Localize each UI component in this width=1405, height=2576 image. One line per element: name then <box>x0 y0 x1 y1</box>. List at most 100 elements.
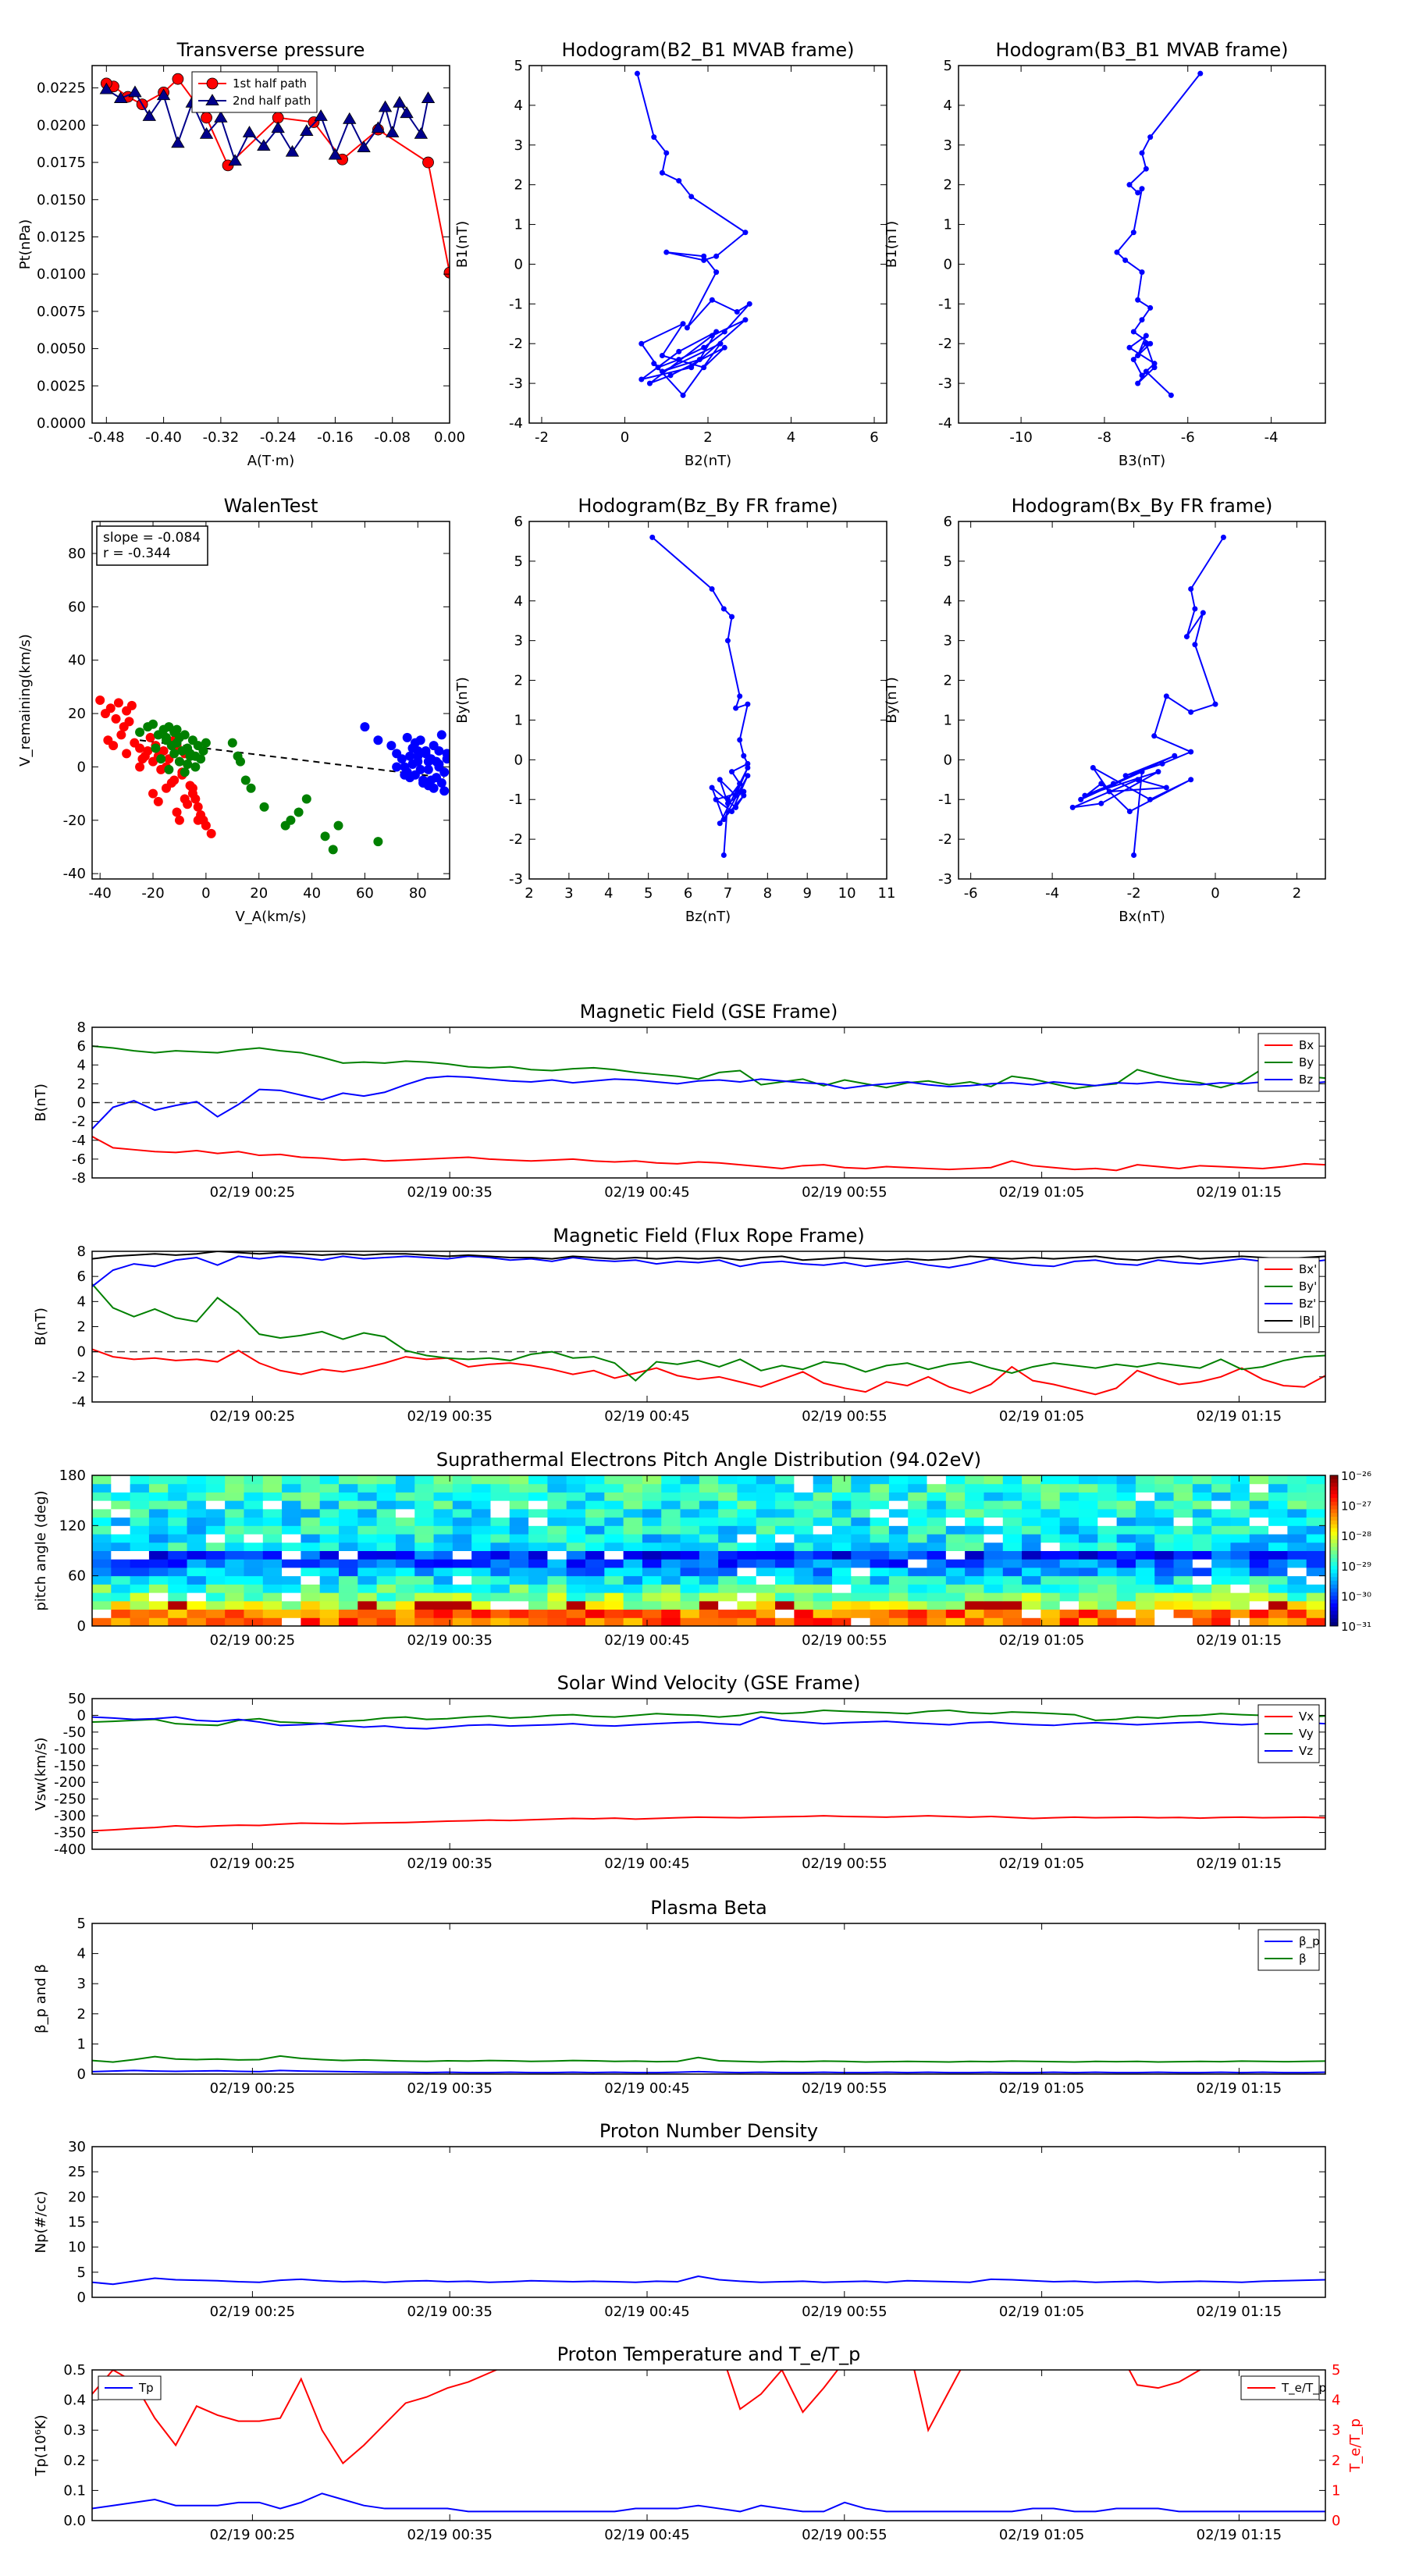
heatmap-cell <box>225 1500 244 1510</box>
heatmap-cell <box>148 1609 169 1618</box>
heatmap-cell <box>130 1600 150 1610</box>
y-tick-label: 0 <box>514 752 523 768</box>
heatmap-cell <box>604 1517 624 1526</box>
data-point <box>1212 701 1218 707</box>
heatmap-cell <box>965 1500 984 1510</box>
heatmap-cell <box>699 1575 719 1585</box>
heatmap-cell <box>775 1609 795 1618</box>
heatmap-cell <box>661 1492 681 1501</box>
colorbar-step <box>1330 1592 1338 1596</box>
heatmap-cell <box>1268 1550 1288 1560</box>
heatmap-cell <box>1306 1500 1326 1510</box>
heatmap-cell <box>1097 1475 1118 1485</box>
heatmap-cell <box>205 1475 226 1485</box>
heatmap-cell <box>870 1475 890 1485</box>
heatmap-cell <box>357 1475 378 1485</box>
heatmap-cell <box>509 1550 529 1560</box>
plot-frame <box>91 1475 1326 1627</box>
heatmap-cell <box>490 1559 510 1568</box>
scatter-point <box>151 743 161 753</box>
y-tick-label: 4 <box>77 1057 86 1073</box>
heatmap-cell <box>566 1600 586 1610</box>
heatmap-cell <box>452 1517 472 1526</box>
chart-panel: WalenTest-40-20020406080V_remaining(km/s… <box>17 495 450 925</box>
heatmap-cell <box>262 1550 283 1560</box>
heatmap-cell <box>1079 1500 1098 1510</box>
heatmap-cell <box>851 1508 871 1518</box>
colorbar-step <box>1330 1501 1338 1507</box>
colorbar-step <box>1330 1546 1338 1551</box>
heatmap-cell <box>642 1550 662 1560</box>
heatmap-cell <box>737 1475 757 1485</box>
data-point <box>1139 769 1145 775</box>
heatmap-cell <box>945 1567 966 1577</box>
heatmap-cell <box>414 1592 435 1602</box>
series-line <box>92 2055 1325 2063</box>
x-tick-label: 6 <box>684 885 692 902</box>
x-tick-label: -0.24 <box>260 429 297 446</box>
heatmap-cell <box>262 1492 283 1501</box>
series-line <box>1072 536 1225 856</box>
heatmap-cell <box>301 1475 321 1485</box>
heatmap-cell <box>984 1559 1004 1568</box>
annotation-text: r = -0.344 <box>103 546 171 561</box>
heatmap-cell <box>414 1508 435 1518</box>
heatmap-cell <box>414 1584 435 1593</box>
y-tick-label: 0.1 <box>63 2482 86 2499</box>
heatmap-cell <box>490 1584 510 1593</box>
scatter-point <box>164 764 174 774</box>
data-point <box>1143 340 1149 347</box>
y-tick-label: -40 <box>63 866 86 882</box>
plot-frame <box>91 2369 1326 2521</box>
heatmap-cell <box>244 1617 264 1627</box>
heatmap-cell <box>566 1609 586 1618</box>
heatmap-cell <box>756 1567 776 1577</box>
chart-title: Magnetic Field (GSE Frame) <box>580 1001 838 1023</box>
heatmap-cell <box>547 1600 567 1610</box>
heatmap-cell <box>1211 1609 1231 1618</box>
colorbar-step <box>1330 1509 1338 1514</box>
heatmap-cell <box>111 1492 131 1501</box>
heatmap-cell <box>1116 1575 1136 1585</box>
heatmap-cell <box>282 1559 301 1568</box>
heatmap-cell <box>718 1584 738 1593</box>
x-tick-label: 02/19 00:35 <box>407 1632 492 1649</box>
heatmap-cell <box>433 1567 454 1577</box>
y-tick-label: 0 <box>944 256 952 272</box>
heatmap-cell <box>1173 1525 1193 1535</box>
heatmap-cell <box>244 1609 264 1618</box>
x-tick-label: 10 <box>838 885 856 902</box>
heatmap-cell <box>509 1609 529 1618</box>
y-tick-label: 2 <box>944 177 952 194</box>
heatmap-cell <box>1079 1575 1098 1585</box>
scatter-point <box>328 845 338 855</box>
heatmap-cell <box>319 1550 340 1560</box>
heatmap-cell <box>1211 1559 1231 1568</box>
heatmap-cell <box>244 1559 264 1568</box>
heatmap-cell <box>984 1575 1004 1585</box>
heatmap-cell <box>566 1567 586 1577</box>
heatmap-cell <box>490 1508 510 1518</box>
heatmap-cell <box>509 1534 529 1543</box>
heatmap-cell <box>1306 1617 1326 1627</box>
heatmap-cell <box>1059 1475 1080 1485</box>
heatmap-cell <box>490 1609 510 1618</box>
legend-label: By' <box>1299 1279 1317 1293</box>
heatmap-cell <box>528 1483 548 1493</box>
heatmap-cell <box>452 1508 472 1518</box>
colorbar-step <box>1330 1599 1338 1604</box>
heatmap-cell <box>319 1575 340 1585</box>
heatmap-cell <box>452 1534 472 1543</box>
heatmap-cell <box>1097 1508 1118 1518</box>
heatmap-cell <box>927 1500 947 1510</box>
heatmap-cell <box>168 1475 188 1485</box>
y-tick-label: 6 <box>514 514 523 530</box>
heatmap-cell <box>1268 1609 1288 1618</box>
heatmap-cell <box>1287 1592 1307 1602</box>
heatmap-cell <box>395 1559 415 1568</box>
y-tick-label: 5 <box>514 58 523 74</box>
heatmap-cell <box>832 1617 852 1627</box>
data-point <box>713 329 720 335</box>
heatmap-cell <box>376 1559 397 1568</box>
heatmap-cell <box>1097 1525 1118 1535</box>
